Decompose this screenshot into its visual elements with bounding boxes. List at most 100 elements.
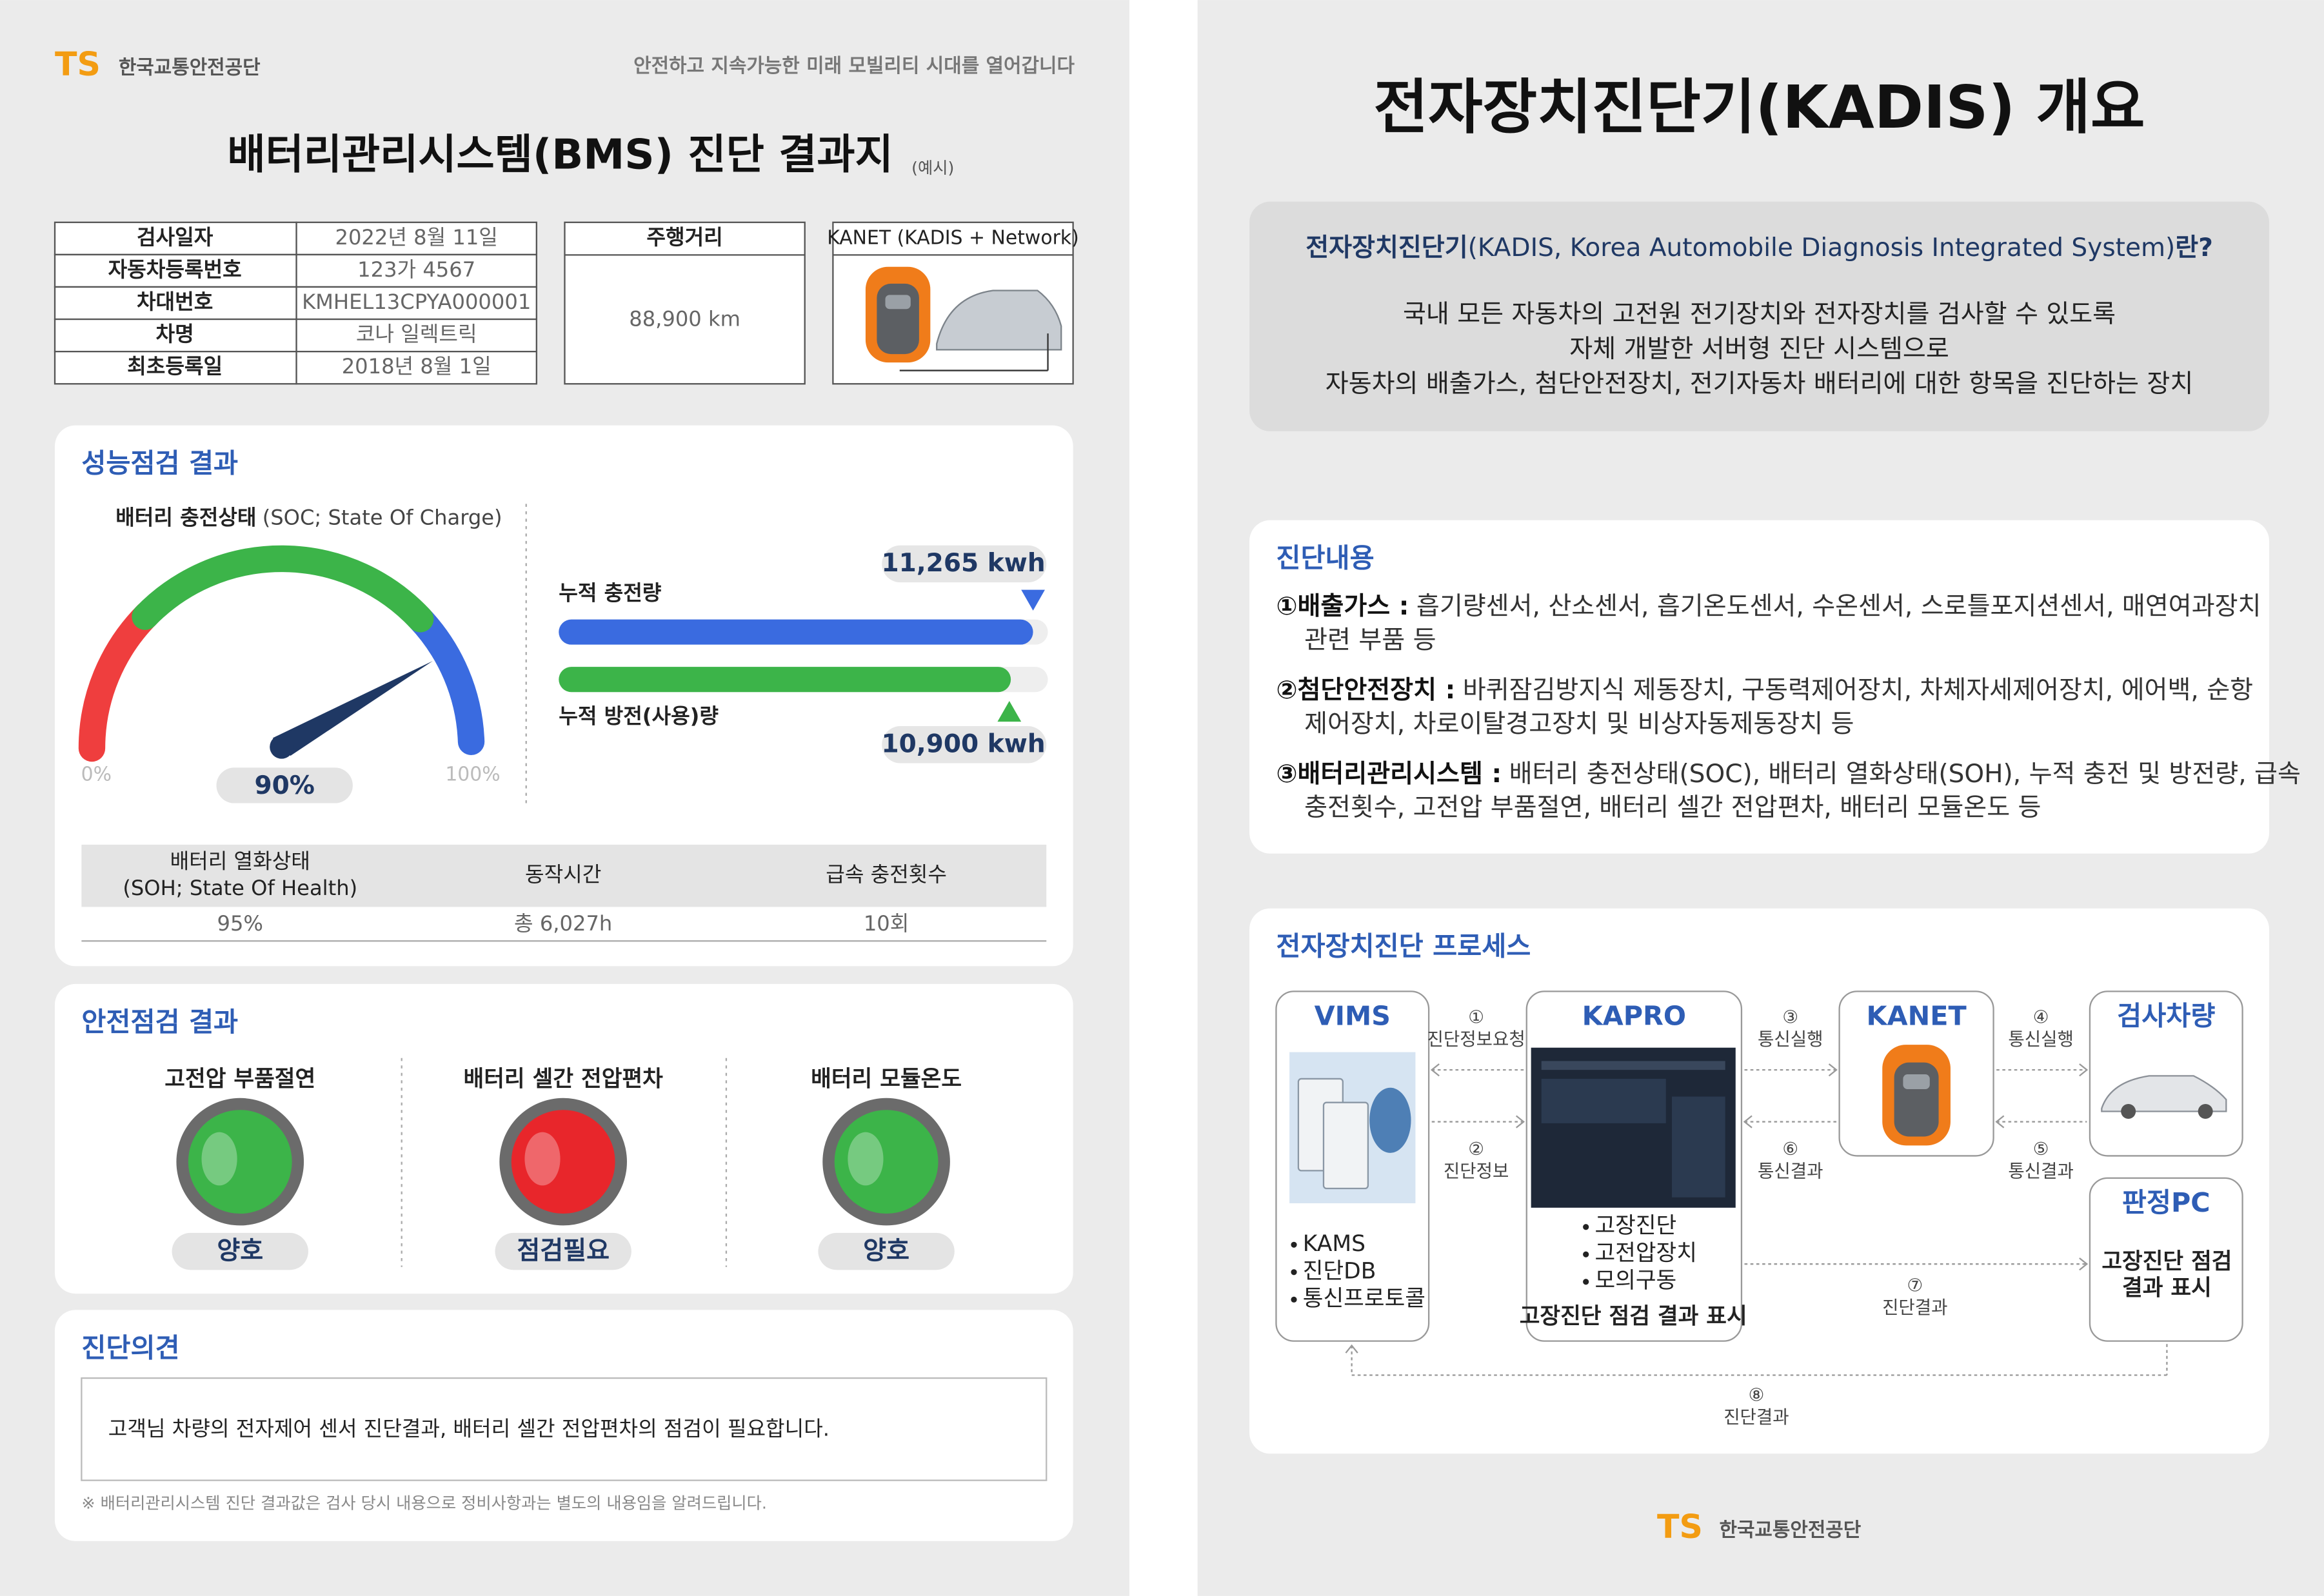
table-cell	[54, 286, 297, 320]
step-label: 통신결과	[2008, 1161, 2073, 1182]
device-image	[877, 283, 919, 355]
charge-value: 11,265 kwh	[882, 549, 1046, 578]
row-label: 최초등록일	[127, 354, 223, 379]
node-item: 고장진단	[1594, 1213, 1676, 1239]
bullet	[1291, 1241, 1297, 1248]
server-image	[1322, 1101, 1369, 1190]
check-label: 배터리 셀간 전압편차	[464, 1067, 664, 1092]
row-label: 자동차등록번호	[108, 257, 242, 282]
slogan: 안전하고 지속가능한 미래 모빌리티 시대를 열어갑니다	[633, 55, 1075, 77]
status-light	[188, 1110, 292, 1214]
arrow-head	[2079, 1063, 2089, 1077]
text-part: 전자장치진단기	[1306, 233, 1467, 262]
table-cell	[295, 318, 537, 353]
node-item: 고전압장치	[1594, 1241, 1697, 1266]
text-part: ③	[1276, 759, 1297, 788]
arrow-head	[1995, 1115, 2005, 1128]
gauge-arc	[132, 545, 434, 633]
intro-box	[1249, 201, 2269, 431]
discharge-value: 10,900 kwh	[882, 729, 1046, 758]
node-label: KANET	[1867, 1001, 1967, 1032]
title: 배터리관리시스템(BMS) 진단 결과지	[227, 130, 893, 179]
row-value: 2018년 8월 1일	[342, 354, 492, 379]
row-value: 코나 일렉트릭	[356, 322, 477, 346]
arrow-head	[2079, 1257, 2089, 1271]
table-value: 총 6,027h	[514, 911, 612, 936]
step-label: 진단정보	[1444, 1161, 1509, 1182]
pill	[882, 726, 1047, 764]
text-part: 배출가스 :	[1297, 592, 1409, 621]
check-label: 고전압 부품절연	[164, 1067, 315, 1092]
arrow-head	[1828, 1063, 1838, 1077]
text-part: (KADIS, Korea Automobile Diagnosis Integ…	[1468, 233, 2176, 262]
step-number: ③	[1782, 1007, 1798, 1028]
table-header-text: (SOH; State Of Health)	[123, 876, 357, 900]
section-title: 성능점검 결과	[81, 448, 238, 479]
text-part: ①	[1276, 592, 1297, 621]
opinion-text: 고객님 차량의 전자제어 센서 진단결과, 배터리 셀간 전압편차의 점검이 필…	[108, 1417, 829, 1441]
bullet	[1291, 1269, 1297, 1276]
bullet	[1583, 1251, 1589, 1257]
text-part: 흡기량센서, 산소센서, 흡기온도센서, 수온센서, 스로틀포지션센서, 매연여…	[1416, 592, 2261, 621]
step-label: 진단정보요청	[1427, 1029, 1525, 1050]
node-item: KAMS	[1303, 1231, 1366, 1257]
row-label: 검사일자	[137, 225, 214, 250]
opinion-box	[81, 1377, 1048, 1481]
text-part: 배터리관리시스템 :	[1297, 759, 1502, 788]
panel	[55, 1310, 1073, 1541]
section-title: 진단내용	[1276, 543, 1374, 574]
content-item-cont: 제어장치, 차로이탈경고장치 및 비상자동제동장치 등	[1304, 709, 1854, 738]
intro-line: 국내 모든 자동차의 고전원 전기장치와 전자장치를 검사할 수 있도록	[1403, 300, 2116, 329]
table-cell	[295, 221, 537, 256]
intro-line: 자체 개발한 서버형 진단 시스템으로	[1569, 335, 1949, 364]
table-value: 95%	[217, 911, 263, 936]
text-part: 배터리 충전상태	[115, 505, 256, 529]
node-caption: 결과 표시	[2122, 1276, 2212, 1301]
charge-label: 누적 충전량	[559, 581, 662, 606]
question: 전자장치진단기(KADIS, Korea Automobile Diagnosi…	[1306, 233, 2213, 262]
panel	[1249, 520, 2269, 854]
table-header	[81, 844, 1047, 907]
pill	[818, 1232, 955, 1270]
note: ※ 배터리관리시스템 진단 결과값은 검사 당시 내용으로 정비사항과는 별도의…	[81, 1493, 767, 1512]
section-title: 진단의견	[81, 1332, 179, 1363]
logo: TS	[1657, 1508, 1703, 1546]
table-cell	[295, 286, 537, 320]
node-caption: 고장진단 점검 결과 표시	[1520, 1303, 1747, 1329]
table-header-text: 배터리 열화상태	[170, 849, 310, 873]
org-name: 한국교통안전공단	[1719, 1519, 1861, 1541]
arrow-head	[1345, 1344, 1358, 1354]
step-number: ⑤	[2033, 1138, 2049, 1159]
wheel	[2121, 1104, 2136, 1119]
gauge-needle	[272, 660, 433, 756]
process-node	[2089, 1177, 2243, 1342]
node-label: 검사차량	[2117, 1001, 2215, 1032]
status: 양호	[863, 1236, 909, 1265]
mileage-box	[564, 221, 806, 385]
status-highlight	[848, 1132, 884, 1186]
soc-value: 90%	[254, 771, 314, 800]
node-label: KAPRO	[1582, 1001, 1686, 1032]
car-image	[936, 290, 1062, 351]
node-label: VIMS	[1315, 1001, 1391, 1032]
screen-image	[1541, 1061, 1725, 1070]
content-item: ②첨단안전장치 : 바퀴잠김방지식 제동장치, 구동력제어장치, 차체자세제어장치…	[1276, 676, 2253, 705]
text-part: 바퀴잠김방지식 제동장치, 구동력제어장치, 차체자세제어장치, 에어백, 순항	[1463, 676, 2253, 705]
table-cell	[295, 351, 537, 385]
text-part: ②	[1276, 676, 1297, 705]
gauge-max: 100%	[445, 763, 500, 785]
mileage: 88,900 km	[629, 306, 740, 331]
content-item: ③배터리관리시스템 : 배터리 충전상태(SOC), 배터리 열화상태(SOH),…	[1276, 759, 2300, 788]
db-image	[1369, 1087, 1411, 1153]
pill	[216, 767, 353, 803]
step-label: 진단결과	[1723, 1406, 1789, 1428]
device-image	[1894, 1062, 1939, 1137]
status-highlight	[201, 1132, 237, 1186]
section-title: 전자장치진단 프로세스	[1276, 931, 1531, 962]
row-value: 2022년 8월 11일	[335, 225, 497, 250]
step-number: ④	[2033, 1007, 2049, 1028]
bullet	[1583, 1279, 1589, 1285]
pill	[495, 1232, 631, 1270]
car-image	[2101, 1075, 2227, 1112]
